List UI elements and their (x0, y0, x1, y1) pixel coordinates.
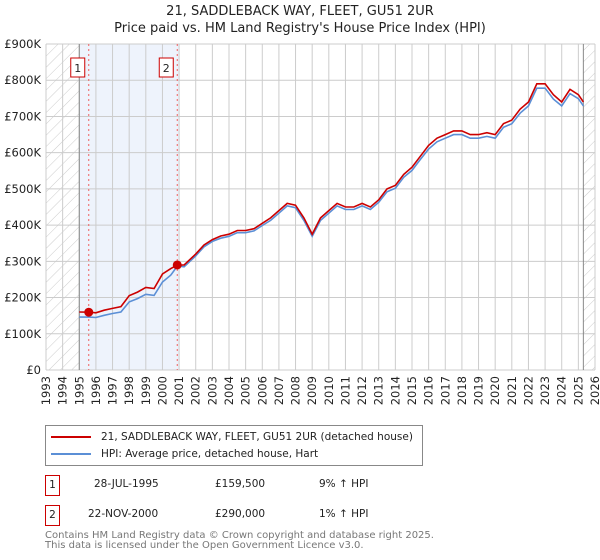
x-tick-label: 1997 (106, 376, 120, 405)
x-tick-label: 1995 (72, 376, 86, 405)
legend-label: 21, SADDLEBACK WAY, FLEET, GU51 2UR (det… (101, 431, 413, 443)
sale-point (172, 260, 182, 270)
x-tick-label: 2015 (405, 376, 419, 405)
x-tick-label: 2013 (372, 376, 386, 405)
x-tick-label: 2018 (455, 376, 469, 405)
marker-badge: 1 (45, 475, 60, 496)
x-tick-label: 1998 (122, 376, 136, 405)
footer: Contains HM Land Registry data © Crown c… (45, 531, 434, 551)
price-chart: £0 £100K £200K £300K £400K £500K £600K £700K £80… (4, 37, 600, 405)
x-tick-label: 2002 (189, 376, 203, 405)
sale-marker-box (70, 57, 86, 78)
x-tick-label: 2022 (521, 376, 535, 405)
transaction-row: 1 28-JUL-1995 £159,500 9% ↑ HPI (45, 475, 445, 496)
x-tick-label: 2026 (588, 376, 600, 405)
legend: 21, SADDLEBACK WAY, FLEET, GU51 2UR (det… (45, 425, 423, 466)
x-tick-label: 1993 (39, 376, 53, 405)
x-tick-label: 2014 (388, 376, 402, 405)
y-tick-label: £200K (4, 291, 41, 305)
y-tick-label: £600K (4, 146, 41, 160)
x-tick-label: 1999 (139, 376, 153, 405)
hatch-after (583, 44, 595, 370)
red-line-swatch (51, 436, 91, 438)
x-tick-label: 2017 (438, 376, 452, 405)
x-tick-label: 2008 (289, 376, 303, 405)
blue-line-swatch (51, 453, 91, 455)
y-tick-label: £800K (4, 73, 41, 87)
sale-marker-label: 1 (74, 62, 81, 75)
x-tick-label: 2011 (338, 376, 352, 405)
footer-line: This data is licensed under the Open Gov… (45, 540, 364, 551)
hpi-line (79, 87, 585, 319)
x-tick-label: 2024 (555, 376, 569, 405)
x-tick-label: 2023 (538, 376, 552, 405)
transaction-row: 2 22-NOV-2000 £290,000 1% ↑ HPI (45, 505, 445, 526)
x-tick-label: 2009 (305, 376, 319, 405)
x-tick-label: 2000 (155, 376, 169, 405)
date: 22-NOV-2000 (88, 508, 159, 520)
x-tick-label: 2001 (172, 376, 186, 405)
x-tick-label: 2007 (272, 376, 286, 405)
y-tick-label: £0 (26, 363, 41, 377)
y-tick-label: £400K (4, 218, 41, 232)
y-tick-label: £900K (4, 37, 41, 51)
x-tick-label: 2016 (422, 376, 436, 405)
x-tick-label: 2020 (488, 376, 502, 405)
y-tick-label: £300K (4, 254, 41, 268)
x-tick-label: 2012 (355, 376, 369, 405)
sale-marker-box (158, 57, 174, 78)
x-tick-label: 2006 (255, 376, 269, 405)
footer-line: Contains HM Land Registry data © Crown c… (45, 530, 434, 541)
sale-point (84, 307, 94, 317)
x-tick-label: 2021 (505, 376, 519, 405)
x-tick-label: 1994 (56, 376, 70, 405)
x-tick-label: 2004 (222, 376, 236, 405)
chart-title: 21, SADDLEBACK WAY, FLEET, GU51 2UR (166, 4, 434, 19)
y-tick-label: £100K (4, 327, 41, 341)
hpi-diff: 1% ↑ HPI (319, 508, 369, 520)
y-tick-label: £500K (4, 182, 41, 196)
hpi-diff: 9% ↑ HPI (319, 478, 369, 490)
x-tick-label: 2019 (472, 376, 486, 405)
price: £290,000 (215, 508, 266, 520)
sale-marker-label: 2 (163, 62, 170, 75)
price: £159,500 (215, 478, 266, 490)
x-tick-label: 1996 (89, 376, 103, 405)
marker-badge: 2 (45, 505, 60, 526)
x-tick-label: 2010 (322, 376, 336, 405)
legend-item-property: 21, SADDLEBACK WAY, FLEET, GU51 2UR (det… (51, 429, 413, 445)
chart-subtitle: Price paid vs. HM Land Registry's House … (114, 21, 486, 36)
x-tick-label: 2003 (205, 376, 219, 405)
y-tick-label: £700K (4, 109, 41, 123)
x-tick-label: 2025 (571, 376, 585, 405)
date: 28-JUL-1995 (94, 478, 159, 490)
property-price-line (79, 83, 585, 314)
legend-label: HPI: Average price, detached house, Hart (101, 448, 319, 460)
legend-item-hpi: HPI: Average price, detached house, Hart (51, 446, 318, 462)
x-tick-label: 2005 (239, 376, 253, 405)
